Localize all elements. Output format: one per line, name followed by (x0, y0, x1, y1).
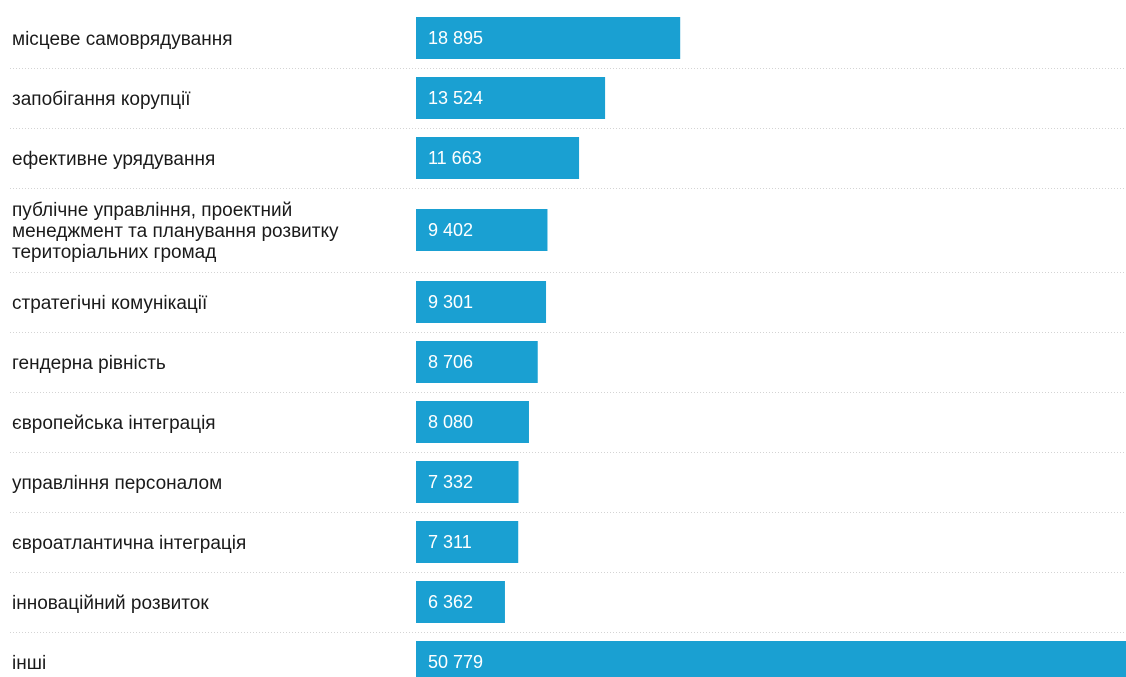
bar (416, 209, 548, 251)
category-label: місцеве самоврядування (12, 29, 233, 50)
category-label-line: запобігання корупції (12, 89, 191, 110)
bar-row: 13 524 запобігання корупції (10, 77, 1126, 129)
bar (416, 401, 529, 443)
category-label-line: європейська інтеграція (12, 413, 216, 434)
category-label-line: місцеве самоврядування (12, 29, 233, 50)
bar-value-label: 18 895 (428, 28, 483, 48)
category-label-line: публічне управління, проектний (12, 200, 292, 221)
bar-row: 7 332 управління персоналом (10, 461, 1126, 513)
bar-row: 7 311 євроатлантична інтеграція (10, 521, 1126, 573)
bar-row: 8 080 європейська інтеграція (10, 401, 1126, 453)
bar (416, 137, 580, 179)
category-label-line: інноваційний розвиток (12, 593, 209, 614)
category-label: євроатлантична інтеграція (12, 533, 246, 554)
bar-value-label: 11 663 (428, 148, 482, 168)
category-label: гендерна рівність (12, 353, 166, 374)
bar-row: 11 663 ефективне урядування (10, 137, 1126, 189)
bar (416, 521, 519, 563)
category-label-line: гендерна рівність (12, 353, 166, 374)
category-label-line: територіальних громад (12, 242, 216, 263)
category-label-line: управління персоналом (12, 473, 222, 494)
bar-value-label: 8 080 (428, 412, 473, 432)
category-label: управління персоналом (12, 473, 222, 494)
bar-row: 9 402 публічне управління, проектний менед… (10, 200, 1126, 273)
category-label-line: ефективне урядування (12, 149, 215, 170)
category-label: ефективне урядування (12, 149, 215, 170)
bar-value-label: 50 779 (428, 652, 483, 672)
bar-row: 50 779 інші (12, 641, 1126, 677)
category-label-line: стратегічні комунікації (12, 293, 208, 314)
bar-value-label: 8 706 (428, 352, 473, 372)
bar-value-label: 13 524 (428, 88, 483, 108)
bar (416, 17, 681, 59)
bar-value-label: 9 301 (428, 292, 473, 312)
category-label: інноваційний розвиток (12, 593, 209, 614)
category-label: європейська інтеграція (12, 413, 216, 434)
category-label: стратегічні комунікації (12, 293, 208, 314)
category-label: інші (12, 653, 46, 674)
category-label-line: менеджмент та планування розвитку (12, 221, 339, 242)
bar (416, 461, 519, 503)
category-label: запобігання корупції (12, 89, 191, 110)
category-label-line: інші (12, 653, 46, 674)
bar (416, 77, 606, 119)
bar-row: 8 706 гендерна рівність (10, 341, 1126, 393)
category-label-line: євроатлантична інтеграція (12, 533, 246, 554)
bar (416, 341, 538, 383)
bar-row: 9 301 стратегічні комунікації (10, 281, 1126, 333)
bar-value-label: 7 332 (428, 472, 473, 492)
category-label: публічне управління, проектний менеджмент… (12, 200, 339, 263)
bar-value-label: 6 362 (428, 592, 473, 612)
bar (416, 581, 505, 623)
bar-value-label: 9 402 (428, 220, 473, 240)
bar (416, 641, 1126, 677)
bar-row: 6 362 інноваційний розвиток (10, 581, 1126, 633)
bar (416, 281, 547, 323)
bar-row: 18 895 місцеве самоврядування (10, 17, 1126, 69)
bar-value-label: 7 311 (428, 532, 472, 552)
